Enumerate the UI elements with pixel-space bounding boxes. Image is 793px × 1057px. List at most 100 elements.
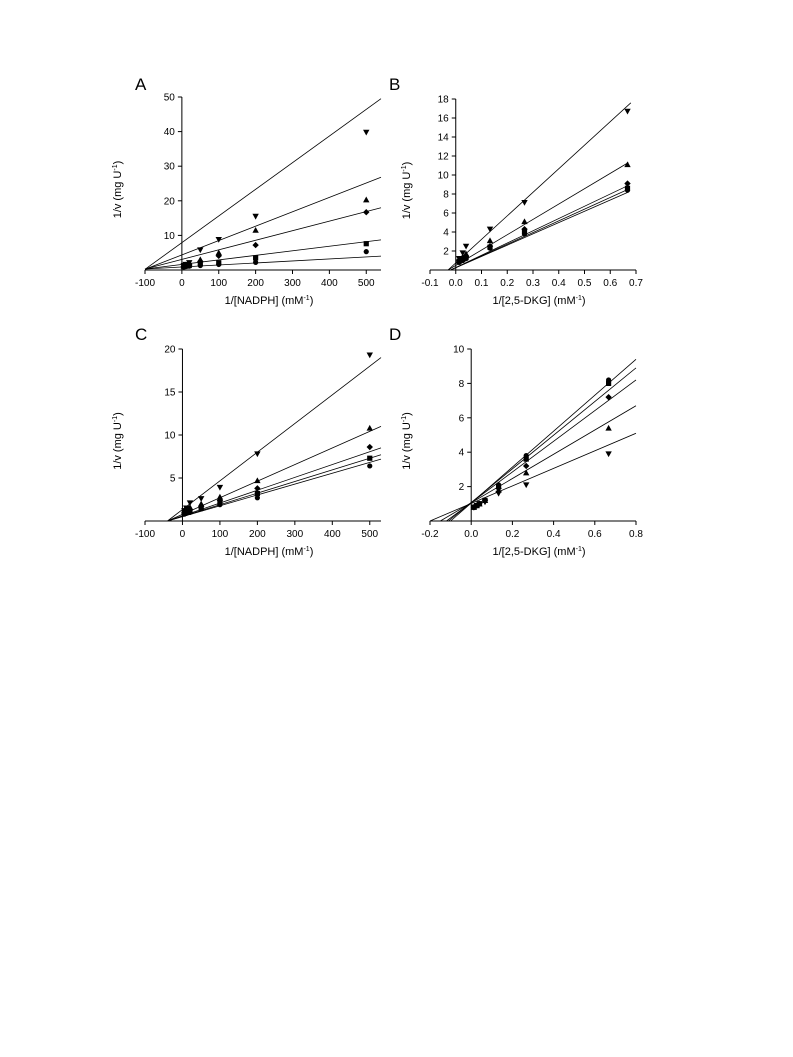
y-tick-label: 10 [164, 431, 176, 442]
data-point-square [363, 241, 369, 247]
x-tick-label: -100 [135, 278, 155, 289]
data-point-diamond [523, 462, 530, 470]
data-point-diamond [254, 485, 261, 492]
y-tick-label: 20 [164, 196, 176, 207]
data-point-triangle-up [523, 469, 530, 476]
chart-panel-a: A -100 0 100 200 300 400 500 10 20 30 40 50 1/[NADPH]… [112, 75, 382, 307]
fit-line-triangle-down [429, 432, 637, 522]
data-point-diamond [252, 241, 259, 249]
x-tick-label: 0.0 [449, 278, 463, 289]
data-point-triangle-down [455, 256, 463, 262]
fit-line-triangle-down [144, 98, 382, 270]
data-point-square [253, 255, 259, 261]
x-tick-label: 500 [361, 529, 378, 540]
fit-line-diamond [144, 207, 382, 270]
x-tick-label: 200 [249, 529, 266, 540]
fit-line-square [450, 188, 629, 271]
y-tick-label: 14 [438, 133, 450, 144]
data-point-triangle-down [182, 261, 189, 268]
data-point-circle [363, 249, 369, 255]
y-tick-label: 2 [459, 482, 465, 493]
data-point-square [216, 260, 222, 266]
data-point-triangle-up [605, 424, 612, 431]
data-point-triangle-down [624, 108, 631, 115]
x-tick-label: 200 [247, 278, 264, 289]
data-point-diamond [521, 225, 528, 233]
y-axis-label: 1/v (mg U-1) [112, 412, 124, 470]
data-point-square [523, 456, 529, 462]
chart-panel-d: D -0.2 0.0 0.2 0.4 0.6 0.8 2 4 6 8 10 1/[2,5-DKG] (m… [389, 325, 643, 558]
x-tick-label: 0 [179, 278, 185, 289]
data-point-triangle-down [459, 250, 466, 257]
x-axis-label: 1/[NADPH] (mM-1) [225, 295, 314, 307]
y-tick-label: 12 [438, 152, 450, 163]
fit-line-square [144, 239, 382, 270]
y-tick-label: 10 [438, 171, 450, 182]
data-point-triangle-down [486, 226, 494, 233]
data-point-circle [367, 463, 373, 469]
x-tick-label: 0.7 [629, 278, 643, 289]
data-point-diamond [366, 443, 373, 451]
data-point-diamond [605, 393, 612, 401]
x-tick-label: 0.2 [500, 278, 514, 289]
fit-line-square [448, 367, 637, 522]
data-point-triangle-down [481, 499, 489, 506]
fit-line-diamond [450, 185, 629, 271]
data-point-triangle-down [186, 500, 194, 507]
y-tick-label: 50 [164, 93, 176, 104]
data-point-square [367, 455, 373, 461]
panel-label: C [135, 325, 147, 344]
x-tick-label: 0.5 [578, 278, 592, 289]
x-tick-label: 400 [321, 278, 338, 289]
x-tick-label: -0.1 [421, 278, 439, 289]
data-point-circle [254, 495, 260, 501]
data-point-triangle-down [215, 236, 222, 243]
data-point-triangle-down [363, 129, 370, 136]
data-point-triangle-down [476, 501, 483, 507]
x-axis-label: 1/[NADPH] (mM-1) [225, 546, 314, 558]
panel-label: D [389, 325, 401, 344]
x-tick-label: 300 [286, 529, 303, 540]
y-tick-label: 40 [164, 127, 176, 138]
panel-label: A [135, 75, 147, 94]
y-tick-label: 18 [438, 95, 450, 106]
fit-line-triangle-up [447, 162, 629, 271]
data-point-triangle-up [486, 237, 494, 244]
x-tick-label: 0.3 [526, 278, 540, 289]
data-point-triangle-down [186, 260, 193, 266]
chart-panel-c: C -100 0 100 200 300 400 500 5 10 15 20 1/[NADPH] (m… [112, 325, 382, 558]
x-tick-label: 0.4 [547, 529, 561, 540]
data-point-triangle-down [462, 243, 470, 250]
y-tick-label: 5 [170, 474, 176, 485]
fit-line-triangle-down [447, 102, 632, 271]
x-tick-label: 500 [358, 278, 375, 289]
data-point-triangle-up [252, 227, 259, 233]
data-point-triangle-down [197, 496, 205, 502]
data-point-triangle-up [186, 504, 194, 510]
fit-line-circle [167, 458, 382, 522]
panel-label: B [389, 75, 400, 94]
y-tick-label: 4 [459, 448, 465, 459]
data-point-square [606, 380, 612, 386]
x-tick-label: 100 [210, 278, 227, 289]
y-tick-label: 30 [164, 162, 176, 173]
x-tick-label: 0.6 [603, 278, 617, 289]
y-tick-label: 15 [164, 388, 176, 399]
y-tick-label: 8 [459, 379, 465, 390]
data-point-triangle-up [624, 161, 631, 168]
data-point-triangle-up [197, 256, 204, 263]
x-tick-label: 400 [324, 529, 341, 540]
data-point-triangle-down [605, 451, 612, 458]
data-point-triangle-up [254, 477, 261, 484]
x-axis-label: 1/[2,5-DKG] (mM-1) [492, 546, 585, 558]
data-point-diamond [363, 209, 370, 216]
data-point-triangle-up [216, 493, 224, 500]
y-tick-label: 6 [443, 209, 449, 220]
data-point-triangle-up [197, 500, 205, 507]
fit-line-circle [450, 191, 629, 271]
data-point-triangle-down [495, 490, 502, 497]
x-tick-label: 0.2 [505, 529, 519, 540]
x-tick-label: 100 [212, 529, 229, 540]
data-point-triangle-down [521, 199, 528, 206]
